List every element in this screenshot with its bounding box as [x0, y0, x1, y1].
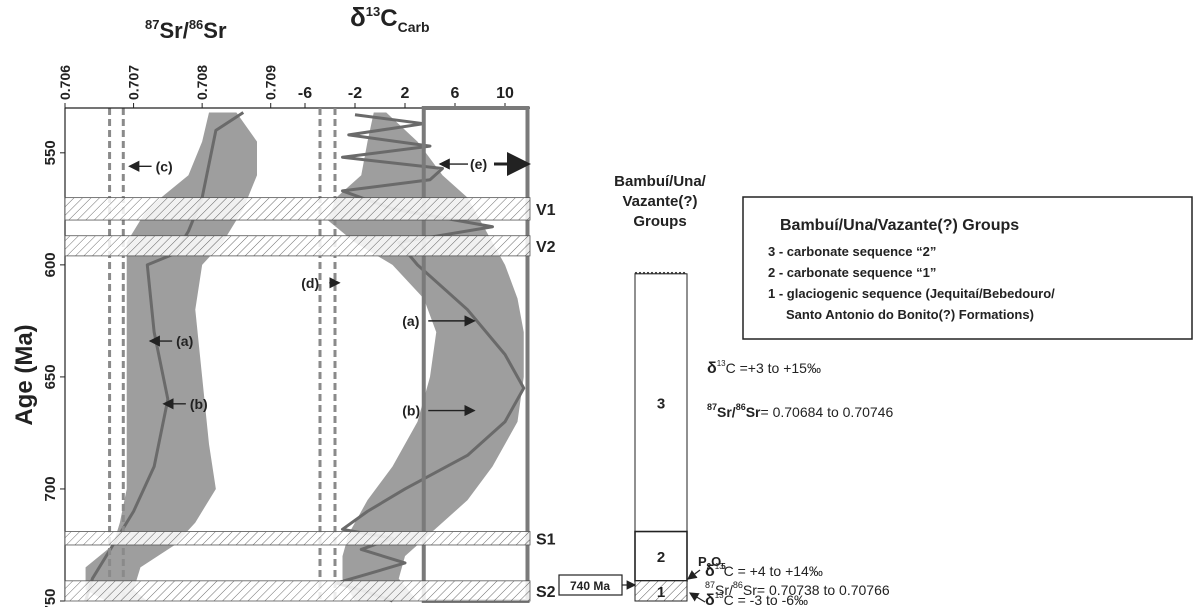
column-unit-label-3: 3	[657, 396, 665, 413]
carbon-x-tick-label-1: -2	[348, 85, 362, 102]
carbon-curve-line	[334, 113, 526, 603]
column-title-line-1: Bambuí/Una/	[614, 173, 707, 190]
carbon-x-tick-label-4: 10	[496, 85, 514, 102]
column-unit-3	[634, 273, 688, 533]
sr-annotation-b: (b)	[162, 396, 208, 412]
legend-item-1-cont: Santo Antonio do Bonito(?) Formations)	[786, 307, 1034, 322]
sr-x-tick-label-2: 0.708	[194, 65, 210, 100]
sr-annotation-c: (c)	[128, 158, 173, 174]
sr-x-tick-label-3: 0.709	[263, 65, 279, 100]
carbon-chart: δ13CCarb -6 -2 2 6 10	[298, 2, 530, 603]
sr-annotation-a: (a)	[148, 333, 193, 349]
age-tick-label-600: 600	[42, 252, 59, 277]
age-tick-label-650: 650	[42, 364, 59, 389]
carbon-x-tick-label-2: 2	[401, 85, 410, 102]
age-tick-label-550: 550	[42, 140, 59, 165]
p2o5-label: P2O5	[698, 554, 726, 571]
legend-title: Bambuí/Una/Vazante(?) Groups	[780, 217, 1019, 234]
svg-text:(d): (d)	[301, 275, 319, 291]
legend-item-2: 2 - carbonate sequence “1”	[768, 265, 936, 280]
sr-x-tick-label-0: 0.706	[57, 65, 73, 100]
carbon-annotation-a: (a)	[402, 313, 476, 329]
p2o5-arrow	[687, 569, 701, 580]
carbon-title: δ13CCarb	[350, 2, 430, 35]
unit1-arrow	[688, 592, 706, 603]
carbon-annotation-e: (e)	[438, 152, 531, 177]
strat-column: Bambuí/Una/ Vazante(?) Groups 3 2 1 740 Ma…	[558, 173, 893, 607]
svg-text:(e): (e)	[470, 156, 487, 172]
horizon-S2	[64, 580, 531, 602]
age-tick-label-750: 750	[42, 588, 59, 607]
sr-x-tick-labels: 0.706 0.707 0.708 0.709	[57, 65, 279, 100]
svg-text:(c): (c)	[156, 158, 173, 174]
legend-item-1: 1 - glaciogenic sequence (Jequitaí/Bebed…	[768, 286, 1055, 301]
column-unit-2	[634, 530, 688, 582]
column-title-line-3: Groups	[633, 213, 686, 230]
horizon-label-V1: V1	[536, 202, 556, 219]
unit2-carbon-range: δ13C = +4 to +14‰	[705, 562, 823, 580]
age-y-tick-labels: 550 600 650 700 750	[42, 140, 65, 607]
carbon-plot-area	[304, 103, 530, 603]
horizon-V2	[64, 235, 531, 257]
legend-frame	[742, 196, 1193, 340]
sr-x-tick-label-1: 0.707	[126, 65, 142, 100]
svg-text:(b): (b)	[190, 396, 208, 412]
horizon-label-S2: S2	[536, 584, 556, 601]
horizon-V1	[64, 197, 531, 221]
sr-envelope-band	[85, 112, 257, 602]
unit2-sr-range: 87Sr/86Sr= 0.70738 to 0.70766	[705, 580, 890, 598]
column-unit-label-2: 2	[657, 549, 665, 566]
column-title-line-2: Vazante(?)	[622, 193, 697, 210]
age-axis-label: Age (Ma)	[11, 324, 38, 425]
age-tag-label: 740 Ma	[570, 579, 610, 593]
carbon-annotation-b: (b)	[402, 403, 476, 419]
horizon-label-V2: V2	[536, 239, 556, 256]
carbon-x-tick-labels: -6 -2 2 6 10	[298, 85, 514, 102]
carbon-x-tick-label-3: 6	[451, 85, 460, 102]
unit3-sr-range: 87Sr/86Sr= 0.70684 to 0.70746	[707, 402, 893, 420]
carbon-envelope-band	[327, 112, 524, 602]
svg-text:(a): (a)	[176, 333, 193, 349]
legend-item-3: 3 - carbonate sequence “2”	[768, 244, 936, 259]
svg-text:(b): (b)	[402, 403, 420, 419]
horizon-label-S1: S1	[536, 531, 556, 548]
svg-text:(a): (a)	[402, 313, 419, 329]
carbon-annotation-d: (d)	[301, 275, 341, 291]
carbon-x-tick-label-0: -6	[298, 85, 312, 102]
sr-title: 87Sr/86Sr	[145, 17, 227, 43]
unit1-carbon-range: δ13C = -3 to -6‰	[705, 591, 808, 607]
age-tick-label-700: 700	[42, 476, 59, 501]
unit3-carbon-range: δ13C =+3 to +15‰	[707, 359, 821, 377]
column-unit-1	[634, 580, 688, 602]
legend-box: Bambuí/Una/Vazante(?) Groups 3 - carbona…	[742, 196, 1193, 340]
stratigraphic-horizons: V1 V2 S1 S2 (c) (a) (b) (d) (a) (b) (e)	[64, 152, 556, 602]
column-unit-label-1: 1	[657, 584, 665, 601]
column-body: 3 2 1	[634, 271, 688, 602]
horizon-S1	[64, 531, 531, 546]
